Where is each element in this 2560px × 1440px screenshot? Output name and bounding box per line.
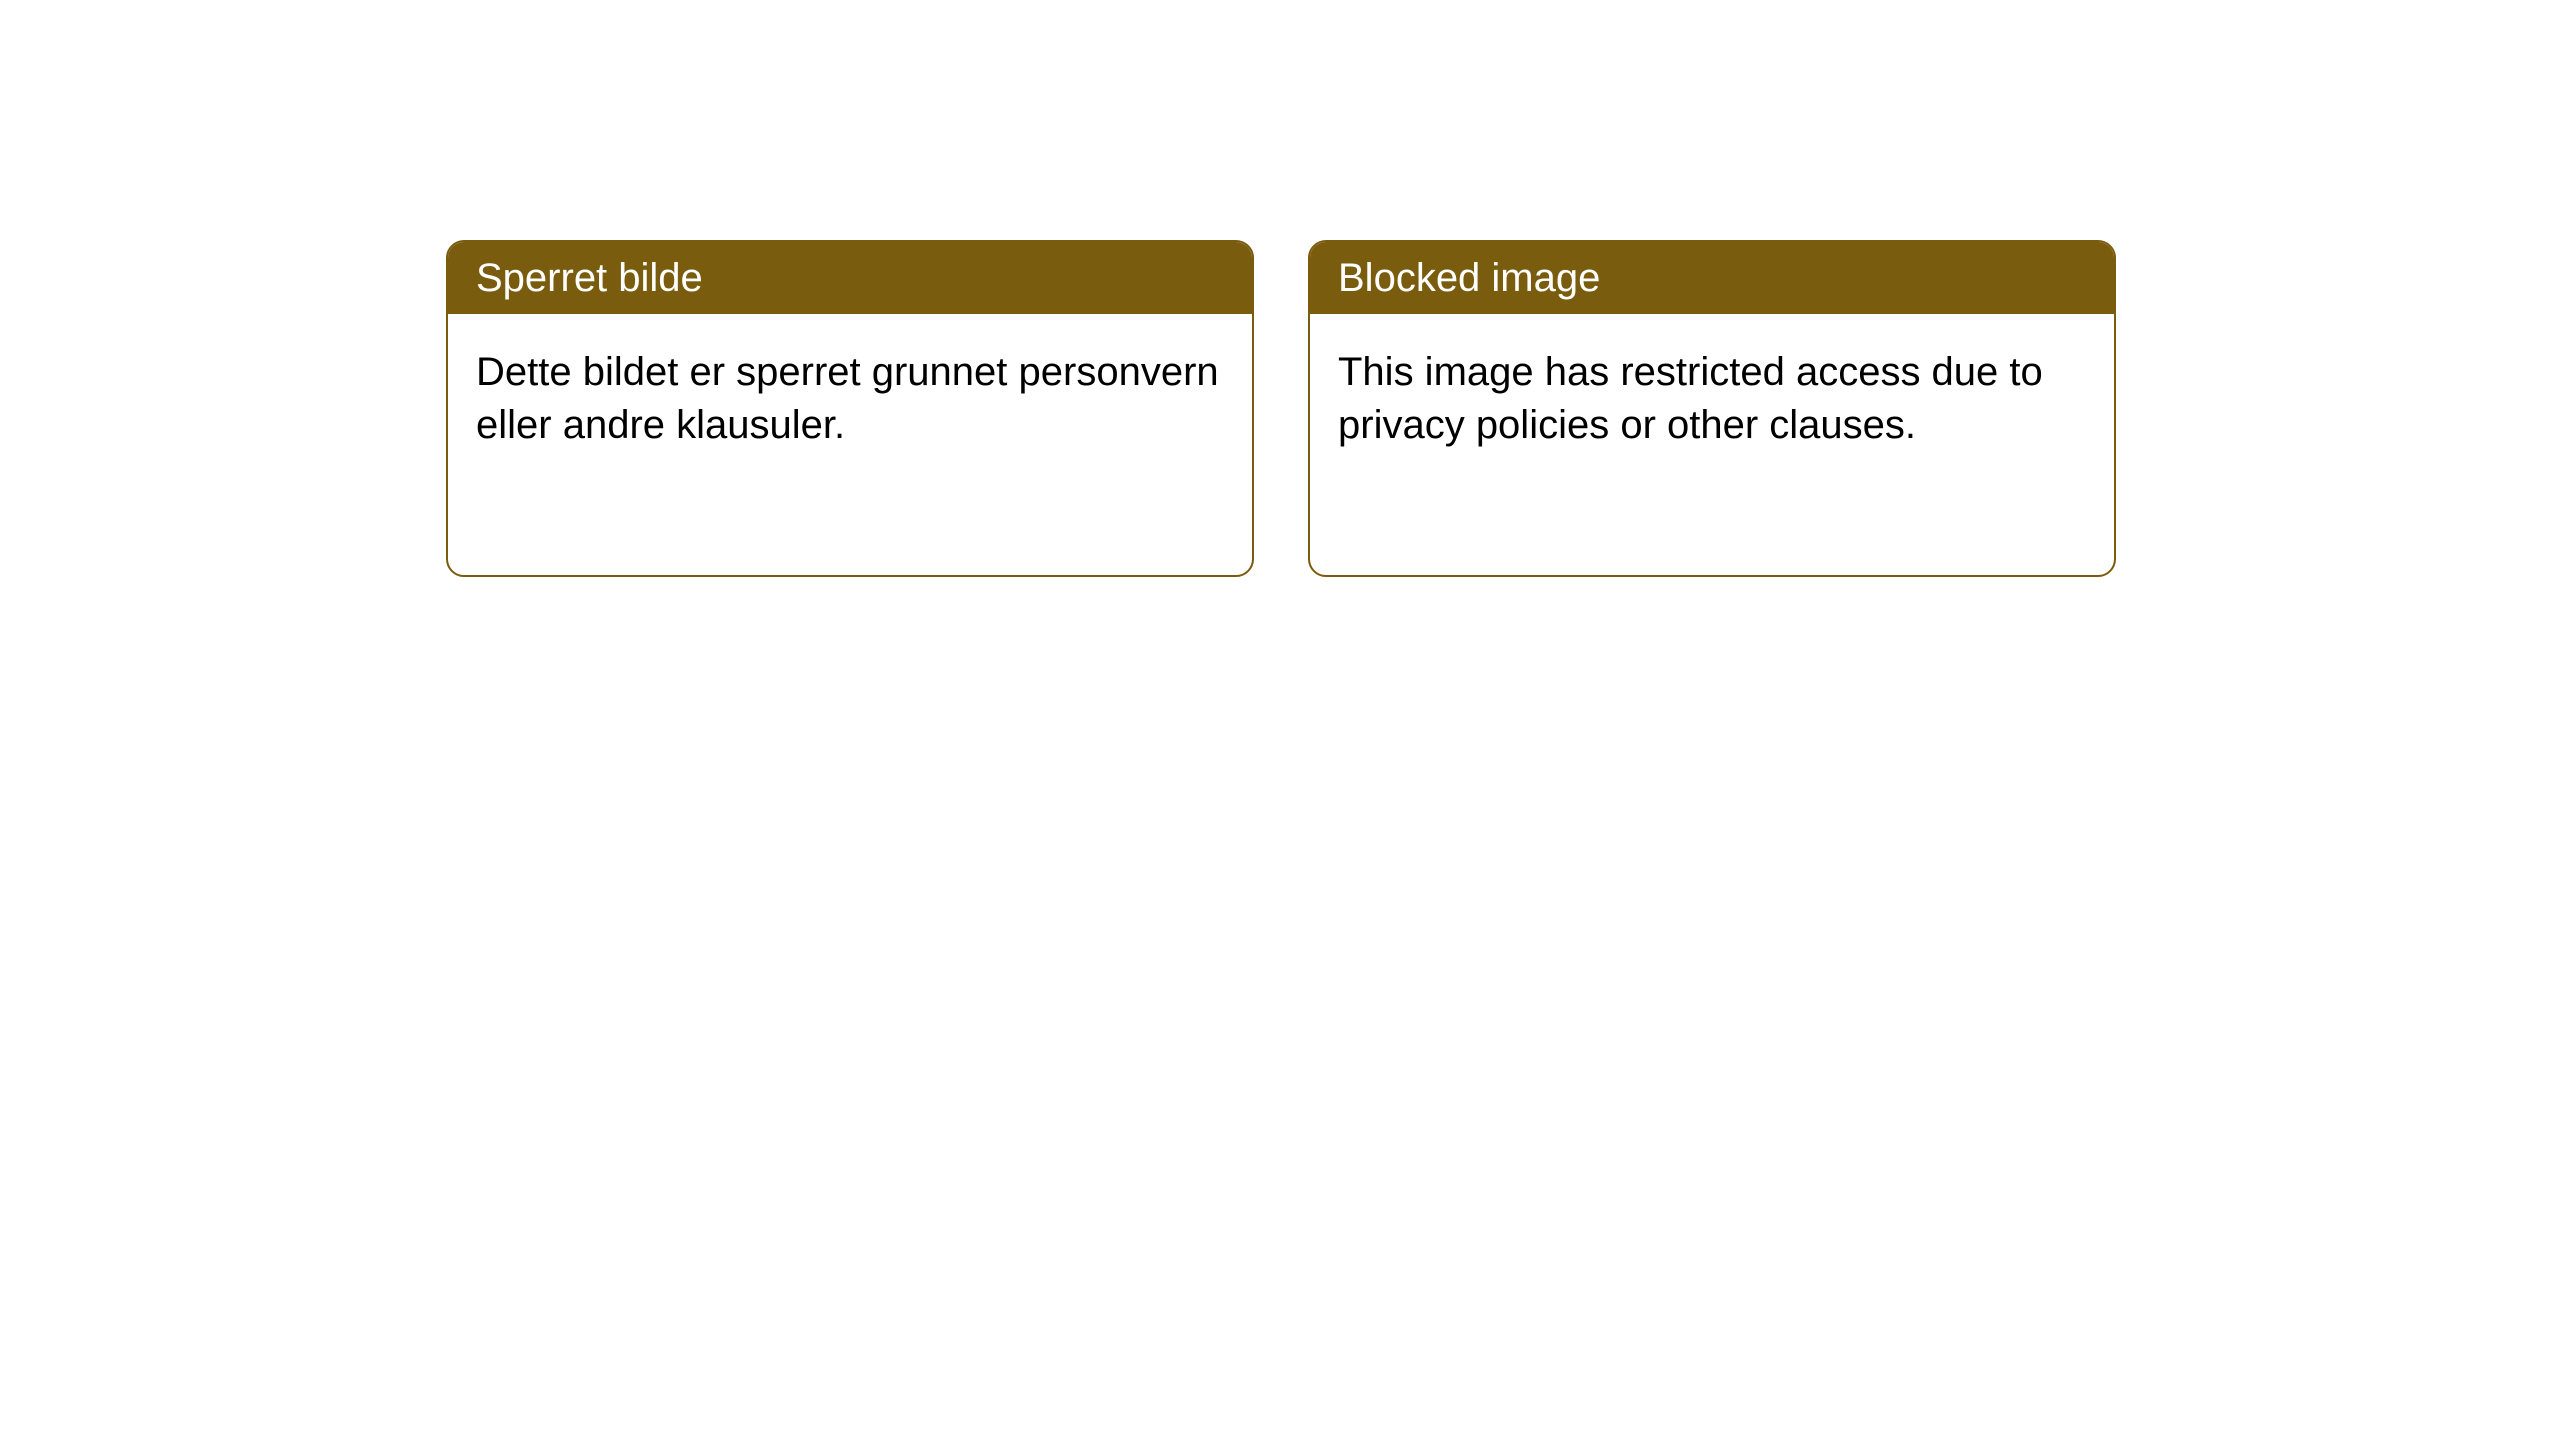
notice-header: Sperret bilde (448, 242, 1252, 314)
notice-container: Sperret bilde Dette bildet er sperret gr… (446, 240, 2116, 577)
notice-message: This image has restricted access due to … (1338, 350, 2043, 447)
notice-body: This image has restricted access due to … (1310, 314, 2114, 484)
notice-title: Sperret bilde (476, 256, 703, 300)
notice-message: Dette bildet er sperret grunnet personve… (476, 350, 1219, 447)
notice-card-english: Blocked image This image has restricted … (1308, 240, 2116, 577)
notice-title: Blocked image (1338, 256, 1600, 300)
notice-header: Blocked image (1310, 242, 2114, 314)
notice-card-norwegian: Sperret bilde Dette bildet er sperret gr… (446, 240, 1254, 577)
notice-body: Dette bildet er sperret grunnet personve… (448, 314, 1252, 484)
